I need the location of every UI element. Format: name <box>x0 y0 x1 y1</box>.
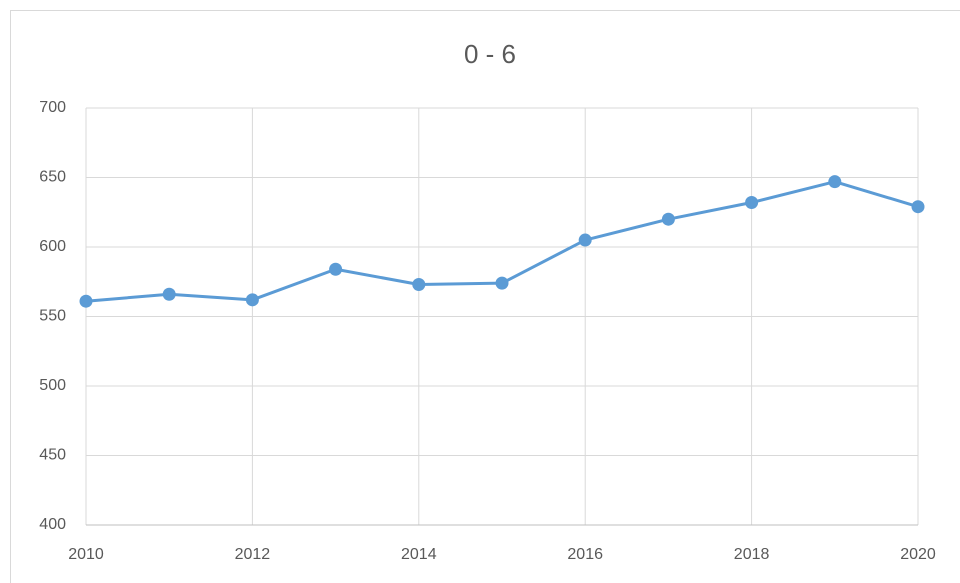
x-tick-label: 2012 <box>235 546 271 563</box>
data-point <box>578 233 592 247</box>
data-point <box>661 212 675 226</box>
data-point <box>911 200 925 214</box>
data-point <box>329 262 343 276</box>
y-tick-label: 550 <box>39 308 66 325</box>
y-tick-label: 700 <box>39 99 66 116</box>
y-tick-label: 450 <box>39 447 66 464</box>
x-tick-label: 2010 <box>68 546 104 563</box>
data-point <box>412 278 426 292</box>
x-tick-label: 2020 <box>900 546 936 563</box>
y-tick-label: 600 <box>39 238 66 255</box>
x-tick-label: 2018 <box>734 546 770 563</box>
y-tick-label: 500 <box>39 377 66 394</box>
data-point <box>828 175 842 189</box>
chart-title: 0 - 6 <box>464 39 516 69</box>
y-tick-label: 650 <box>39 169 66 186</box>
x-tick-label: 2014 <box>401 546 437 563</box>
x-tick-label: 2016 <box>567 546 603 563</box>
data-point <box>162 287 176 301</box>
data-point <box>745 196 759 210</box>
data-point <box>495 276 509 290</box>
data-point <box>245 293 259 307</box>
y-tick-label: 400 <box>39 516 66 533</box>
data-point <box>79 294 93 308</box>
